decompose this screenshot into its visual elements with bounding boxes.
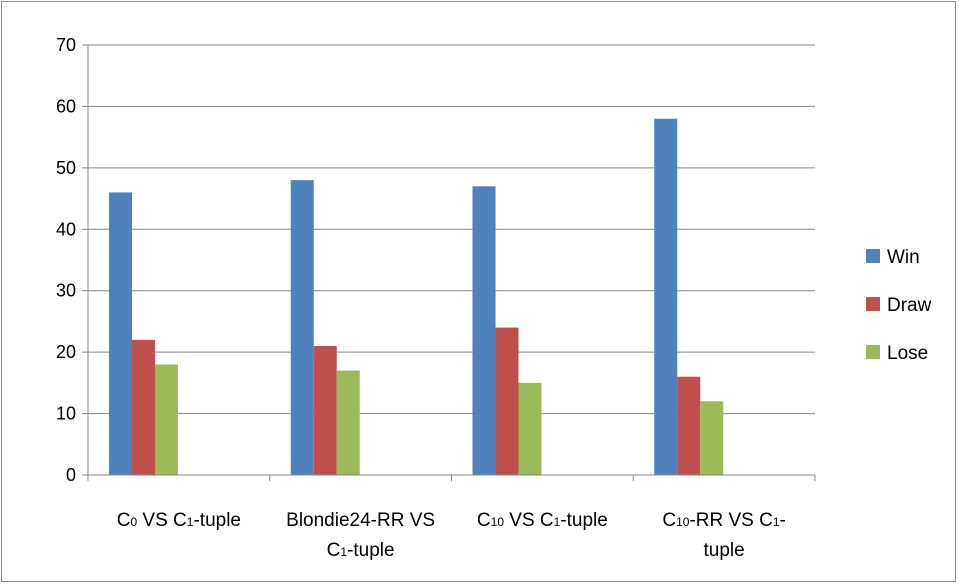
bar-draw-1 <box>313 346 337 475</box>
bars <box>109 118 724 476</box>
y-tick-label: 70 <box>56 35 76 55</box>
legend-label-draw: Draw <box>887 295 932 316</box>
y-tick-label: 60 <box>56 96 76 116</box>
legend-swatch-win <box>866 249 880 263</box>
y-tick-label: 10 <box>56 404 76 424</box>
bar-lose-1 <box>336 370 360 475</box>
y-tick-label: 0 <box>66 465 76 485</box>
x-category-label: Blondie24-RR VS <box>286 510 435 531</box>
bar-win-1 <box>290 180 314 475</box>
x-category-label: C10-RR VS C1- <box>662 510 786 531</box>
gridlines <box>88 44 815 415</box>
bar-lose-0 <box>155 364 178 475</box>
x-category-label: C0 VS C1-tuple <box>117 510 241 531</box>
y-tick-label: 20 <box>56 342 76 362</box>
y-tick-label: 40 <box>56 219 76 239</box>
bar-lose-2 <box>518 382 542 475</box>
legend: Win Draw Lose <box>866 247 932 364</box>
x-category-label: C10 VS C1-tuple <box>477 510 608 531</box>
legend-label-win: Win <box>887 247 920 268</box>
legend-swatch-draw <box>866 297 880 311</box>
y-tick-label: 30 <box>56 281 76 301</box>
bar-win-0 <box>109 192 132 475</box>
bar-draw-2 <box>495 327 519 475</box>
bar-win-2 <box>472 186 496 476</box>
x-category-label: tuple <box>704 540 745 561</box>
bar-win-3 <box>654 118 678 475</box>
y-tick-label: 50 <box>56 158 76 178</box>
legend-label-lose: Lose <box>887 343 928 364</box>
legend-swatch-lose <box>866 345 880 359</box>
bar-draw-3 <box>677 376 701 475</box>
x-category-label: C1-tuple <box>327 540 395 561</box>
bar-lose-3 <box>700 401 724 475</box>
axes: 0 10 20 30 40 50 60 70 C0 VS C1-tuple Blondie24-R… <box>56 35 816 561</box>
bar-draw-0 <box>132 339 155 475</box>
